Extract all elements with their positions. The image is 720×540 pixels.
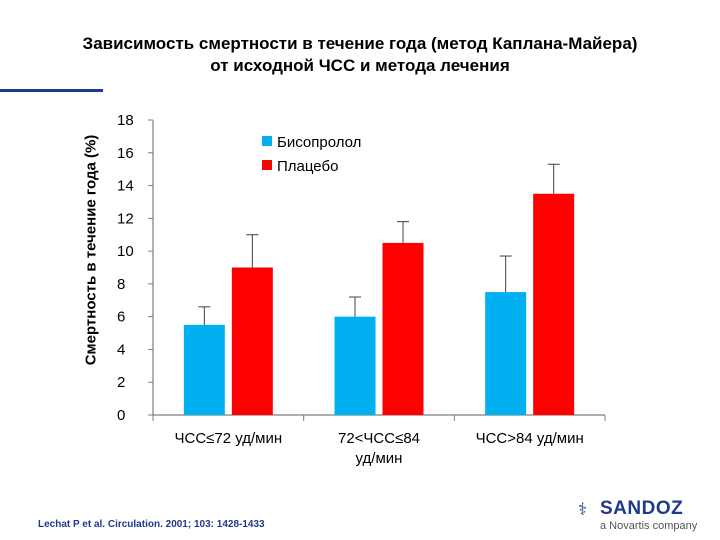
bar-bisoprolol [183, 324, 225, 415]
header-rule [0, 89, 103, 92]
bar-placebo [533, 193, 575, 415]
y-tick-label: 8 [117, 276, 125, 293]
legend-swatch-bisoprolol [262, 136, 272, 146]
legend-swatch-placebo [262, 160, 272, 170]
logo-name: SANDOZ [600, 498, 684, 519]
bar-bisoprolol [485, 292, 527, 415]
x-tick-label: ЧСС≤72 уд/мин [175, 430, 283, 447]
chart-title-line-2: от исходной ЧСС и метода лечения [210, 56, 510, 75]
y-tick-label: 4 [117, 341, 125, 358]
citation: Lechat P et al. Circulation. 2001; 103: … [38, 519, 265, 530]
y-tick-label: 18 [117, 112, 134, 129]
logo-mark-icon: ⚕ [578, 500, 588, 519]
x-tick-label: уд/мин [356, 450, 403, 467]
bar-placebo [231, 267, 273, 415]
x-tick-label: ЧСС>84 уд/мин [476, 430, 584, 447]
y-tick-label: 10 [117, 243, 134, 260]
y-tick-label: 12 [117, 210, 134, 227]
x-tick-label: 72<ЧСС≤84 [338, 430, 420, 447]
y-tick-label: 6 [117, 309, 125, 326]
chart-title-line-1: Зависимость смертности в течение года (м… [82, 34, 638, 53]
bar-placebo [382, 242, 424, 415]
bar-bisoprolol [334, 316, 376, 415]
legend-label-placebo: Плацебо [277, 158, 338, 175]
y-tick-label: 0 [117, 407, 125, 424]
legend-label-bisoprolol: Бисопролол [277, 134, 361, 151]
y-tick-label: 16 [117, 145, 134, 162]
y-tick-label: 2 [117, 374, 125, 391]
logo-subtitle: a Novartis company [600, 520, 698, 532]
chart-title: Зависимость смертности в течение года (м… [0, 33, 720, 77]
y-tick-label: 14 [117, 178, 134, 195]
